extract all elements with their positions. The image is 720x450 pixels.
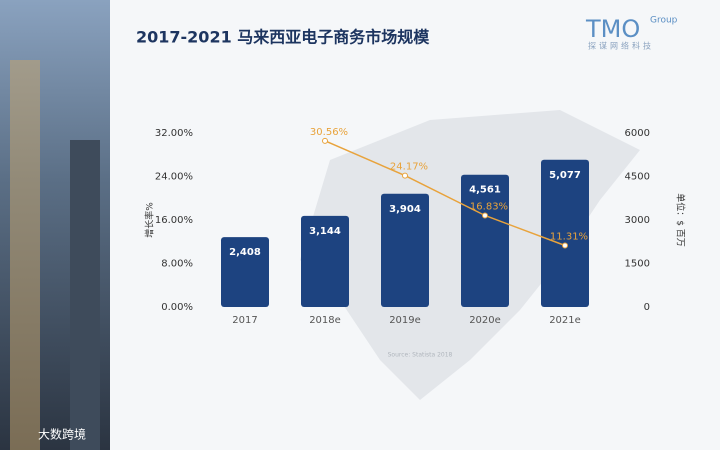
bar-value-label: 3,904 <box>389 204 421 215</box>
bar-value-label: 3,144 <box>309 226 341 237</box>
y2-tick-label: 3000 <box>625 215 650 226</box>
growth-line <box>324 140 566 247</box>
y-tick-label: 24.00% <box>155 172 193 183</box>
bar-value-label: 2,408 <box>229 247 261 258</box>
bar <box>461 174 509 307</box>
growth-point <box>322 137 328 144</box>
y2-tick-label: 6000 <box>625 128 650 139</box>
line-value-label: 11.31% <box>550 232 588 243</box>
y-tick-label: 8.00% <box>161 259 193 270</box>
y-tick-label: 32.00% <box>155 128 193 139</box>
bar <box>301 215 349 307</box>
y2-tick-label: 4500 <box>625 172 650 183</box>
line-value-label: 30.56% <box>310 127 348 138</box>
watermark: 大数跨境 <box>38 427 86 442</box>
x-tick-label: 2019e <box>389 315 421 326</box>
y2-tick-label: 0 <box>644 302 650 313</box>
source-note: Source: Statista 2018 <box>388 352 453 359</box>
logo: TMO <box>585 15 640 43</box>
x-tick-label: 2020e <box>469 315 501 326</box>
x-tick-label: 2018e <box>309 315 341 326</box>
logo-sub: Group <box>650 16 678 26</box>
x-tick-label: 2017 <box>232 315 257 326</box>
bar <box>541 159 589 307</box>
bar <box>221 237 269 307</box>
y2-tick-label: 1500 <box>625 259 650 270</box>
y-axis-label: 增长率% <box>144 202 156 238</box>
x-tick-label: 2021e <box>549 315 581 326</box>
y2-axis-label: 单位：$ 百万 <box>675 193 687 247</box>
chart-title: 2017-2021 马来西亚电子商务市场规模 <box>136 28 430 47</box>
building <box>70 140 100 450</box>
y-tick-label: 0.00% <box>161 302 193 313</box>
growth-point <box>482 212 488 219</box>
bar-value-label: 5,077 <box>549 170 581 181</box>
growth-point <box>402 172 408 179</box>
y-tick-label: 16.00% <box>155 215 193 226</box>
growth-point <box>562 242 568 249</box>
bar <box>381 193 429 307</box>
line-value-label: 16.83% <box>470 201 508 212</box>
bar-value-label: 4,561 <box>469 185 501 196</box>
line-value-label: 24.17% <box>390 162 428 173</box>
tower <box>10 60 40 450</box>
logo-tagline: 探谋网络科技 <box>588 41 654 51</box>
